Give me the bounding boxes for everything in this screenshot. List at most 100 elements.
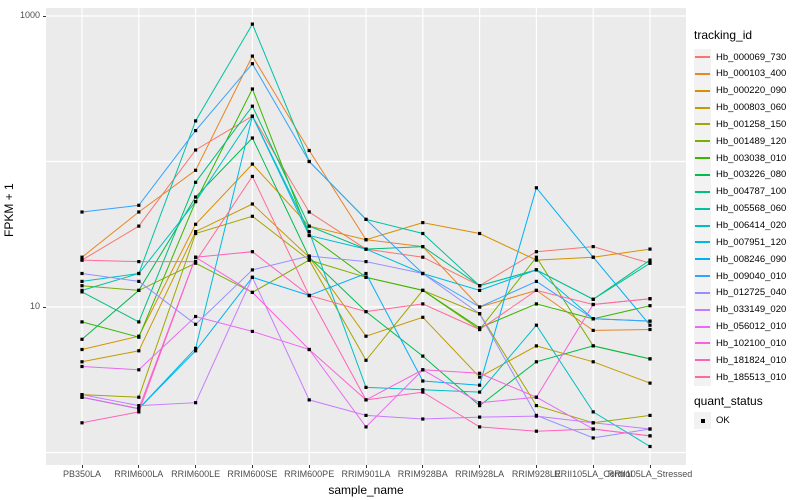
data-point bbox=[194, 346, 198, 350]
data-point bbox=[364, 385, 368, 389]
data-point bbox=[478, 288, 482, 292]
line-chart bbox=[46, 8, 686, 465]
data-point bbox=[250, 290, 254, 294]
data-point bbox=[591, 317, 595, 321]
data-point bbox=[534, 186, 538, 190]
x-axis-title: sample_name bbox=[328, 483, 404, 497]
data-point bbox=[137, 224, 141, 228]
data-point bbox=[364, 413, 368, 417]
data-point bbox=[364, 310, 368, 314]
data-point bbox=[478, 327, 482, 332]
x-tick-label: RRIM600PE bbox=[284, 469, 335, 479]
data-point bbox=[478, 312, 482, 316]
legend-line-swatch-icon bbox=[695, 224, 710, 227]
legend-line-swatch-icon bbox=[695, 207, 710, 210]
legend-item-Hb_004787_100: Hb_004787_100 bbox=[694, 183, 787, 201]
data-point bbox=[250, 114, 254, 118]
data-point bbox=[137, 320, 141, 324]
legend-key bbox=[694, 166, 711, 184]
data-point bbox=[421, 354, 425, 358]
data-point bbox=[421, 221, 425, 225]
data-point bbox=[250, 268, 254, 272]
legend-key bbox=[694, 318, 711, 336]
data-point bbox=[534, 279, 538, 283]
data-point bbox=[80, 347, 84, 352]
legend-item-label: Hb_004787_100 bbox=[716, 186, 787, 198]
data-point bbox=[421, 388, 425, 392]
data-point bbox=[80, 320, 84, 324]
legend-line-swatch-icon bbox=[695, 173, 710, 176]
data-point bbox=[80, 210, 84, 214]
legend-item-label: Hb_001258_150 bbox=[716, 118, 787, 130]
data-point bbox=[137, 407, 141, 411]
data-point bbox=[534, 395, 538, 399]
data-point bbox=[80, 288, 84, 292]
data-point bbox=[194, 180, 198, 184]
data-point bbox=[364, 334, 368, 338]
y-tick-label: 10 bbox=[29, 301, 40, 311]
data-point bbox=[307, 233, 311, 238]
legend-line-swatch-icon bbox=[695, 123, 710, 126]
data-point bbox=[421, 368, 425, 372]
legend-line-swatch-icon bbox=[695, 89, 710, 92]
legend-key bbox=[694, 132, 711, 150]
data-point bbox=[421, 417, 425, 421]
data-point bbox=[307, 293, 311, 298]
legend-item-Hb_007951_120: Hb_007951_120 bbox=[694, 233, 787, 251]
legend-line-swatch-icon bbox=[695, 157, 710, 160]
data-point bbox=[534, 268, 538, 272]
legend-line-swatch-icon bbox=[695, 325, 710, 328]
data-point bbox=[364, 260, 368, 264]
data-point bbox=[307, 230, 311, 234]
x-tick-mark bbox=[138, 465, 140, 468]
data-point bbox=[194, 119, 198, 123]
legend-item-Hb_008246_090: Hb_008246_090 bbox=[694, 250, 786, 268]
data-point bbox=[364, 238, 368, 242]
legend-line-swatch-icon bbox=[695, 291, 710, 294]
data-point bbox=[250, 54, 254, 58]
x-tick-label: PB350LA bbox=[62, 469, 102, 479]
data-point bbox=[250, 62, 254, 66]
data-point bbox=[364, 398, 368, 402]
x-tick-mark bbox=[81, 465, 83, 468]
data-point bbox=[250, 22, 254, 26]
data-point bbox=[194, 200, 198, 204]
x-tick-mark bbox=[535, 465, 537, 468]
data-point bbox=[137, 410, 141, 414]
data-point bbox=[421, 302, 425, 306]
legend-line-swatch-icon bbox=[695, 190, 710, 193]
legend-item-label: Hb_007951_120 bbox=[716, 236, 787, 248]
data-point bbox=[250, 104, 254, 108]
data-point bbox=[307, 224, 311, 228]
data-point bbox=[80, 258, 84, 262]
data-point bbox=[194, 231, 198, 236]
data-point bbox=[478, 415, 482, 419]
legend-key bbox=[694, 48, 711, 66]
x-tick-mark bbox=[365, 465, 367, 468]
data-point bbox=[591, 255, 595, 259]
data-point bbox=[137, 349, 141, 353]
x-tick-label: RRIM928LE bbox=[511, 469, 561, 479]
data-point bbox=[478, 390, 482, 394]
data-point bbox=[194, 314, 198, 319]
x-tick-mark bbox=[251, 465, 253, 468]
legend-key bbox=[694, 99, 711, 117]
data-point bbox=[421, 390, 425, 394]
data-point bbox=[421, 255, 425, 259]
legend-item-Hb_000069_730: Hb_000069_730 bbox=[694, 48, 786, 66]
x-tick-label: RRII105LA_Control bbox=[554, 469, 633, 479]
x-tick-label: RRIM600LE bbox=[171, 469, 221, 479]
data-point bbox=[648, 427, 652, 431]
x-tick-label: RRII105LA_Stressed bbox=[607, 469, 693, 479]
legend-item-Hb_102100_010: Hb_102100_010 bbox=[694, 334, 786, 352]
data-point bbox=[421, 315, 425, 319]
legend-key bbox=[694, 217, 711, 234]
data-point bbox=[648, 304, 652, 308]
data-point bbox=[534, 250, 538, 254]
legend-item-Hb_185513_010: Hb_185513_010 bbox=[694, 368, 786, 386]
data-point bbox=[250, 136, 254, 140]
legend-item-Hb_056012_010: Hb_056012_010 bbox=[694, 318, 786, 336]
data-point bbox=[250, 174, 254, 178]
data-point bbox=[364, 275, 368, 279]
legend-key bbox=[694, 284, 711, 302]
